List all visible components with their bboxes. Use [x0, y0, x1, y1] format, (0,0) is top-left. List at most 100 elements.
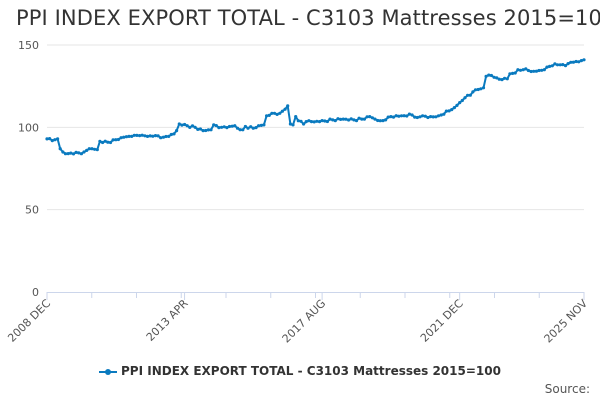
data-point[interactable] — [161, 135, 165, 139]
data-point[interactable] — [362, 117, 366, 121]
data-point[interactable] — [85, 148, 89, 152]
data-point[interactable] — [294, 115, 298, 119]
data-point[interactable] — [413, 115, 417, 119]
data-point[interactable] — [317, 120, 322, 124]
data-point[interactable] — [328, 117, 332, 121]
data-point[interactable] — [450, 108, 454, 112]
data-point[interactable] — [177, 122, 181, 126]
data-point[interactable] — [90, 147, 94, 151]
data-point[interactable] — [487, 73, 491, 77]
data-point[interactable] — [180, 123, 184, 127]
data-point[interactable] — [439, 113, 443, 117]
data-point[interactable] — [429, 115, 433, 119]
data-point[interactable] — [106, 140, 110, 144]
data-point[interactable] — [391, 115, 396, 119]
data-point[interactable] — [151, 134, 155, 138]
data-point[interactable] — [101, 140, 105, 145]
chart-legend[interactable]: PPI INDEX EXPORT TOTAL - C3103 Mattresse… — [0, 364, 600, 378]
data-point[interactable] — [503, 76, 507, 80]
data-point[interactable] — [238, 128, 242, 132]
data-point[interactable] — [209, 128, 213, 132]
data-point[interactable] — [280, 109, 284, 113]
data-point[interactable] — [53, 138, 57, 142]
data-point[interactable] — [505, 77, 509, 81]
data-point[interactable] — [336, 117, 340, 121]
data-point[interactable] — [283, 107, 287, 111]
data-point[interactable] — [50, 139, 54, 143]
data-point[interactable] — [156, 134, 160, 138]
data-point[interactable] — [138, 134, 142, 138]
data-point[interactable] — [526, 68, 531, 73]
data-point[interactable] — [87, 147, 91, 151]
data-point[interactable] — [278, 111, 282, 115]
data-point[interactable] — [175, 129, 179, 133]
data-point[interactable] — [563, 64, 568, 68]
data-point[interactable] — [529, 69, 533, 74]
data-point[interactable] — [201, 129, 205, 133]
data-point[interactable] — [553, 62, 557, 66]
data-point[interactable] — [561, 63, 565, 67]
data-point[interactable] — [56, 137, 60, 141]
data-point[interactable] — [339, 117, 343, 121]
data-point[interactable] — [402, 114, 406, 118]
data-point[interactable] — [386, 115, 390, 119]
data-point[interactable] — [455, 103, 459, 107]
data-point[interactable] — [405, 114, 409, 118]
data-point[interactable] — [225, 126, 229, 130]
data-point[interactable] — [296, 119, 300, 123]
data-point[interactable] — [333, 119, 337, 123]
data-point[interactable] — [196, 127, 200, 131]
data-point[interactable] — [452, 106, 456, 110]
data-point[interactable] — [481, 86, 486, 90]
data-point[interactable] — [323, 119, 327, 123]
data-point[interactable] — [183, 122, 187, 127]
data-point[interactable] — [159, 136, 163, 140]
data-point[interactable] — [518, 68, 523, 72]
data-point[interactable] — [259, 123, 263, 127]
data-point[interactable] — [204, 128, 208, 133]
data-point[interactable] — [571, 60, 576, 64]
data-point[interactable] — [524, 67, 528, 71]
data-point[interactable] — [251, 126, 255, 130]
data-point[interactable] — [206, 128, 210, 132]
data-point[interactable] — [66, 152, 70, 156]
data-point[interactable] — [114, 138, 118, 142]
data-point[interactable] — [140, 133, 144, 137]
data-point[interactable] — [320, 119, 324, 123]
data-point[interactable] — [164, 134, 168, 139]
data-point[interactable] — [521, 68, 525, 72]
data-point[interactable] — [532, 69, 536, 73]
data-point[interactable] — [341, 117, 345, 121]
data-point[interactable] — [185, 124, 189, 128]
data-point[interactable] — [63, 152, 68, 156]
data-point[interactable] — [376, 118, 380, 123]
data-point[interactable] — [540, 68, 544, 72]
data-point[interactable] — [98, 139, 102, 143]
data-point[interactable] — [436, 114, 441, 118]
data-point[interactable] — [325, 119, 329, 124]
data-point[interactable] — [434, 115, 438, 119]
data-point[interactable] — [122, 135, 126, 139]
data-point[interactable] — [368, 115, 372, 119]
data-point[interactable] — [397, 114, 401, 118]
data-point[interactable] — [198, 127, 202, 131]
data-point[interactable] — [542, 68, 546, 72]
data-point[interactable] — [299, 119, 303, 123]
data-point[interactable] — [394, 114, 398, 118]
data-point[interactable] — [262, 123, 266, 127]
data-point[interactable] — [119, 136, 123, 140]
data-point[interactable] — [48, 137, 52, 141]
data-point[interactable] — [315, 119, 319, 123]
data-point[interactable] — [365, 115, 369, 119]
data-point[interactable] — [148, 134, 152, 138]
data-point[interactable] — [45, 137, 49, 141]
data-point[interactable] — [495, 76, 499, 80]
data-point[interactable] — [127, 134, 131, 138]
data-point[interactable] — [233, 124, 237, 128]
data-point[interactable] — [354, 119, 359, 123]
data-point[interactable] — [471, 90, 475, 94]
data-point[interactable] — [193, 125, 197, 129]
data-point[interactable] — [227, 124, 232, 129]
data-point[interactable] — [235, 126, 240, 130]
data-point[interactable] — [58, 147, 62, 151]
